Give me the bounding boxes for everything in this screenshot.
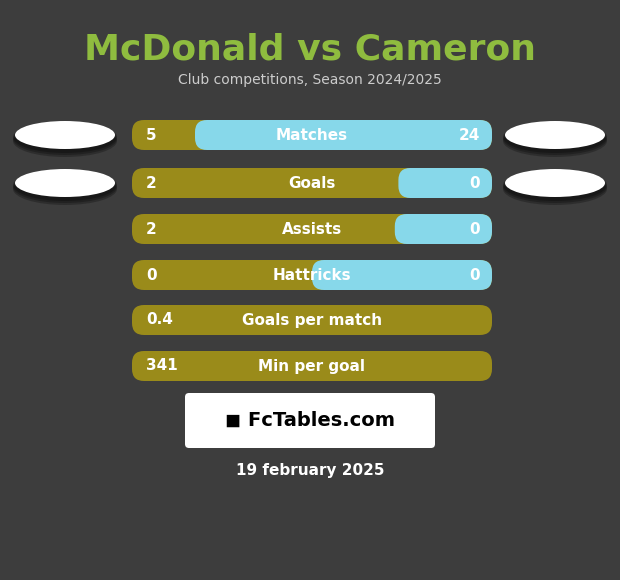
Ellipse shape [503, 125, 607, 157]
FancyBboxPatch shape [132, 214, 492, 244]
Ellipse shape [15, 169, 115, 197]
FancyBboxPatch shape [185, 393, 435, 448]
Text: 5: 5 [146, 128, 157, 143]
Ellipse shape [13, 123, 117, 155]
Text: 19 february 2025: 19 february 2025 [236, 462, 384, 477]
Ellipse shape [13, 173, 117, 205]
Ellipse shape [13, 125, 117, 157]
Text: Matches: Matches [276, 128, 348, 143]
Ellipse shape [15, 121, 115, 149]
Ellipse shape [503, 171, 607, 203]
FancyBboxPatch shape [132, 351, 492, 381]
FancyBboxPatch shape [132, 168, 492, 198]
FancyBboxPatch shape [132, 120, 492, 150]
FancyBboxPatch shape [399, 168, 492, 198]
Text: Hattricks: Hattricks [273, 267, 352, 282]
Text: 341: 341 [146, 358, 178, 374]
Text: McDonald vs Cameron: McDonald vs Cameron [84, 33, 536, 67]
Text: Club competitions, Season 2024/2025: Club competitions, Season 2024/2025 [178, 73, 442, 87]
Ellipse shape [503, 169, 607, 201]
Text: Min per goal: Min per goal [259, 358, 366, 374]
Text: ◼ FcTables.com: ◼ FcTables.com [225, 411, 395, 430]
Text: 0: 0 [469, 222, 480, 237]
Ellipse shape [503, 123, 607, 155]
FancyBboxPatch shape [132, 260, 492, 290]
Text: Goals per match: Goals per match [242, 313, 382, 328]
FancyBboxPatch shape [132, 305, 492, 335]
Ellipse shape [505, 169, 605, 197]
Text: 2: 2 [146, 222, 157, 237]
Text: Goals: Goals [288, 176, 335, 190]
FancyBboxPatch shape [312, 260, 492, 290]
Text: 0: 0 [146, 267, 157, 282]
Text: 2: 2 [146, 176, 157, 190]
Ellipse shape [13, 171, 117, 203]
Ellipse shape [505, 121, 605, 149]
Text: 0: 0 [469, 267, 480, 282]
Ellipse shape [13, 169, 117, 201]
Ellipse shape [13, 121, 117, 153]
FancyBboxPatch shape [195, 120, 492, 150]
Ellipse shape [503, 173, 607, 205]
Text: Assists: Assists [282, 222, 342, 237]
Text: 0.4: 0.4 [146, 313, 173, 328]
FancyBboxPatch shape [395, 214, 492, 244]
Ellipse shape [503, 121, 607, 153]
Text: 0: 0 [469, 176, 480, 190]
Text: 24: 24 [459, 128, 480, 143]
